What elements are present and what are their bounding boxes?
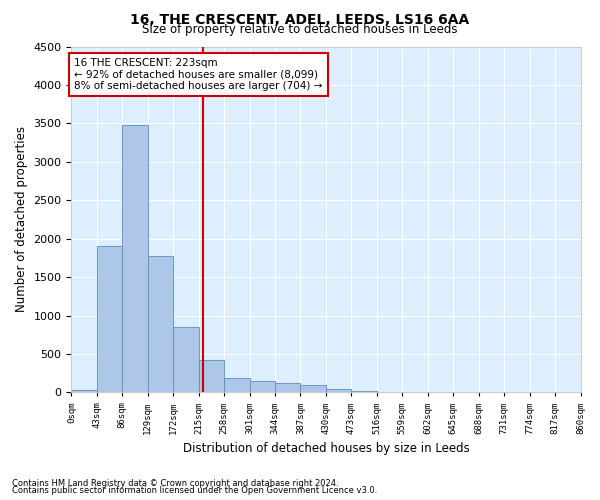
Bar [224, 378, 250, 392]
Bar [97, 246, 122, 392]
Text: Contains HM Land Registry data © Crown copyright and database right 2024.: Contains HM Land Registry data © Crown c… [12, 478, 338, 488]
Bar [326, 388, 352, 392]
Bar [199, 360, 224, 392]
Text: 16, THE CRESCENT, ADEL, LEEDS, LS16 6AA: 16, THE CRESCENT, ADEL, LEEDS, LS16 6AA [130, 12, 470, 26]
Text: Contains public sector information licensed under the Open Government Licence v3: Contains public sector information licen… [12, 486, 377, 495]
Y-axis label: Number of detached properties: Number of detached properties [15, 126, 28, 312]
Bar [352, 391, 377, 392]
Text: 16 THE CRESCENT: 223sqm
← 92% of detached houses are smaller (8,099)
8% of semi-: 16 THE CRESCENT: 223sqm ← 92% of detache… [74, 58, 323, 91]
Text: Size of property relative to detached houses in Leeds: Size of property relative to detached ho… [142, 22, 458, 36]
Bar [250, 381, 275, 392]
Bar [275, 383, 301, 392]
Bar [122, 125, 148, 392]
Bar [173, 327, 199, 392]
Bar [148, 256, 173, 392]
X-axis label: Distribution of detached houses by size in Leeds: Distribution of detached houses by size … [182, 442, 469, 455]
Bar [301, 386, 326, 392]
Bar [71, 390, 97, 392]
